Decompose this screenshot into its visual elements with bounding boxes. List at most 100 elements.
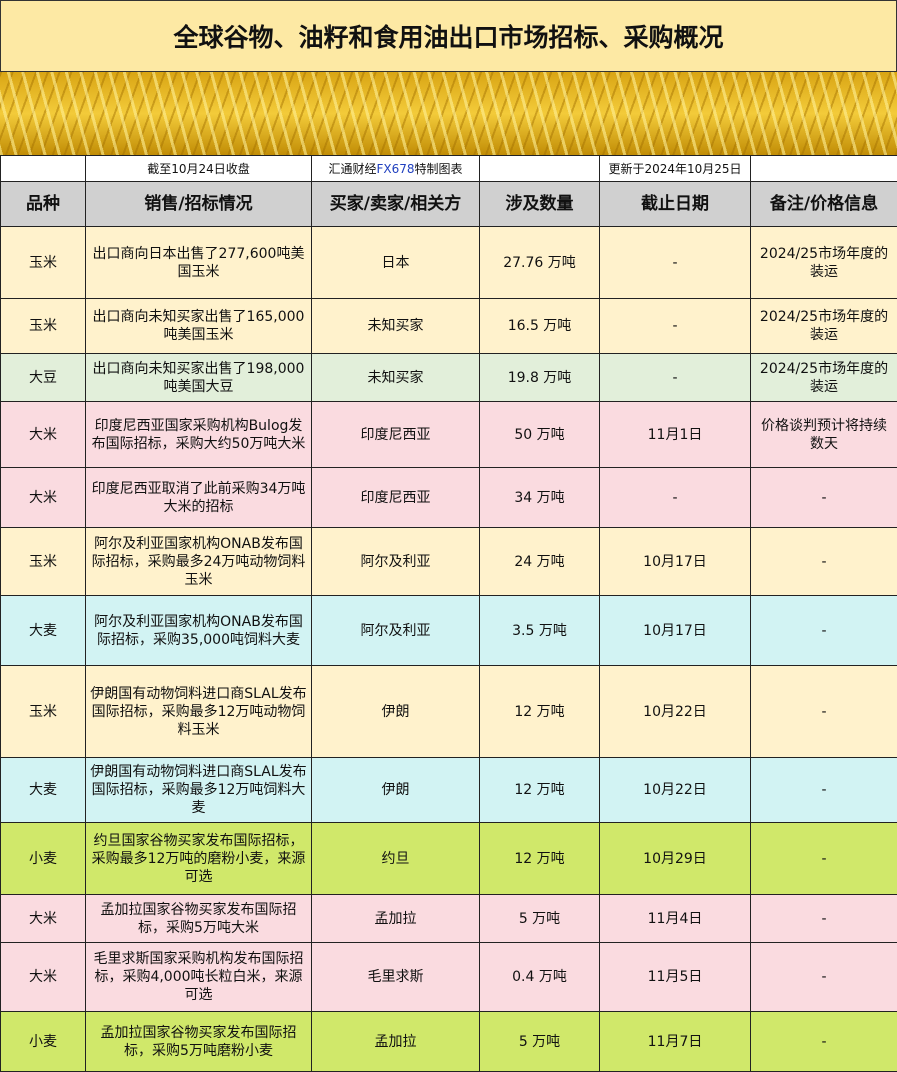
description-cell: 伊朗国有动物饲料进口商SLAL发布国际招标，采购最多12万吨动物饲料玉米: [86, 666, 312, 758]
deadline-cell: 10月17日: [600, 528, 751, 596]
commodity-cell: 玉米: [1, 528, 86, 596]
party-cell: 约旦: [312, 823, 480, 895]
header-cell: 销售/招标情况: [86, 182, 312, 227]
commodity-cell: 大麦: [1, 758, 86, 823]
deadline-cell: -: [600, 354, 751, 402]
table-row: 大米毛里求斯国家采购机构发布国际招标，采购4,000吨长粒白米，来源可选毛里求斯…: [1, 943, 897, 1012]
quantity-cell: 5 万吨: [480, 895, 600, 943]
remarks-cell: -: [751, 596, 897, 666]
header-cell: 截止日期: [600, 182, 751, 227]
remarks-cell: -: [751, 528, 897, 596]
remarks-cell: -: [751, 666, 897, 758]
source-note: 汇通财经FX678特制图表: [312, 156, 480, 182]
table-row: 大米印度尼西亚国家采购机构Bulog发布国际招标，采购大约50万吨大米印度尼西亚…: [1, 402, 897, 468]
source-post: 特制图表: [415, 162, 463, 176]
remarks-cell: 2024/25市场年度的装运: [751, 354, 897, 402]
party-cell: 未知买家: [312, 354, 480, 402]
description-cell: 印度尼西亚国家采购机构Bulog发布国际招标，采购大约50万吨大米: [86, 402, 312, 468]
commodity-cell: 玉米: [1, 666, 86, 758]
deadline-cell: -: [600, 299, 751, 354]
party-cell: 日本: [312, 227, 480, 299]
quantity-cell: 12 万吨: [480, 666, 600, 758]
meta-row: 截至10月24日收盘 汇通财经FX678特制图表 更新于2024年10月25日: [1, 156, 897, 182]
quantity-cell: 34 万吨: [480, 468, 600, 528]
commodity-cell: 小麦: [1, 823, 86, 895]
remarks-cell: -: [751, 895, 897, 943]
remarks-cell: -: [751, 1012, 897, 1072]
party-cell: 印度尼西亚: [312, 402, 480, 468]
description-cell: 印度尼西亚取消了此前采购34万吨大米的招标: [86, 468, 312, 528]
commodity-cell: 大米: [1, 943, 86, 1012]
commodity-cell: 大米: [1, 468, 86, 528]
remarks-cell: -: [751, 468, 897, 528]
quantity-cell: 24 万吨: [480, 528, 600, 596]
quantity-cell: 27.76 万吨: [480, 227, 600, 299]
table-row: 玉米阿尔及利亚国家机构ONAB发布国际招标，采购最多24万吨动物饲料玉米阿尔及利…: [1, 528, 897, 596]
deadline-cell: -: [600, 468, 751, 528]
party-cell: 伊朗: [312, 666, 480, 758]
table-row: 大麦阿尔及利亚国家机构ONAB发布国际招标，采购35,000吨饲料大麦阿尔及利亚…: [1, 596, 897, 666]
deadline-cell: 11月5日: [600, 943, 751, 1012]
party-cell: 印度尼西亚: [312, 468, 480, 528]
commodity-cell: 玉米: [1, 227, 86, 299]
party-cell: 未知买家: [312, 299, 480, 354]
deadline-cell: 10月22日: [600, 666, 751, 758]
quantity-cell: 50 万吨: [480, 402, 600, 468]
description-cell: 约旦国家谷物买家发布国际招标，采购最多12万吨的磨粉小麦，来源可选: [86, 823, 312, 895]
deadline-cell: -: [600, 227, 751, 299]
deadline-cell: 11月4日: [600, 895, 751, 943]
description-cell: 毛里求斯国家采购机构发布国际招标，采购4,000吨长粒白米，来源可选: [86, 943, 312, 1012]
quantity-cell: 19.8 万吨: [480, 354, 600, 402]
remarks-cell: -: [751, 943, 897, 1012]
commodity-cell: 大米: [1, 895, 86, 943]
header-cell: 品种: [1, 182, 86, 227]
remarks-cell: -: [751, 823, 897, 895]
party-cell: 伊朗: [312, 758, 480, 823]
quantity-cell: 12 万吨: [480, 758, 600, 823]
wheat-banner-image: [0, 72, 897, 155]
deadline-cell: 10月29日: [600, 823, 751, 895]
party-cell: 孟加拉: [312, 1012, 480, 1072]
remarks-cell: 2024/25市场年度的装运: [751, 299, 897, 354]
commodity-cell: 小麦: [1, 1012, 86, 1072]
header-row: 品种 销售/招标情况 买家/卖家/相关方 涉及数量 截止日期 备注/价格信息: [1, 182, 897, 227]
page-title: 全球谷物、油籽和食用油出口市场招标、采购概况: [0, 0, 897, 72]
header-cell: 备注/价格信息: [751, 182, 897, 227]
commodity-cell: 玉米: [1, 299, 86, 354]
remarks-cell: -: [751, 758, 897, 823]
header-cell: 涉及数量: [480, 182, 600, 227]
description-cell: 出口商向未知买家出售了165,000吨美国玉米: [86, 299, 312, 354]
party-cell: 阿尔及利亚: [312, 596, 480, 666]
remarks-cell: 价格谈判预计将持续数天: [751, 402, 897, 468]
description-cell: 出口商向未知买家出售了198,000吨美国大豆: [86, 354, 312, 402]
quantity-cell: 5 万吨: [480, 1012, 600, 1072]
description-cell: 孟加拉国家谷物买家发布国际招标，采购5万吨大米: [86, 895, 312, 943]
party-cell: 毛里求斯: [312, 943, 480, 1012]
quantity-cell: 0.4 万吨: [480, 943, 600, 1012]
close-note: 截至10月24日收盘: [86, 156, 312, 182]
description-cell: 出口商向日本出售了277,600吨美国玉米: [86, 227, 312, 299]
description-cell: 阿尔及利亚国家机构ONAB发布国际招标，采购35,000吨饲料大麦: [86, 596, 312, 666]
commodity-cell: 大麦: [1, 596, 86, 666]
deadline-cell: 11月7日: [600, 1012, 751, 1072]
header-cell: 买家/卖家/相关方: [312, 182, 480, 227]
source-fx: FX678: [376, 162, 414, 176]
table-row: 玉米伊朗国有动物饲料进口商SLAL发布国际招标，采购最多12万吨动物饲料玉米伊朗…: [1, 666, 897, 758]
deadline-cell: 10月22日: [600, 758, 751, 823]
quantity-cell: 3.5 万吨: [480, 596, 600, 666]
deadline-cell: 11月1日: [600, 402, 751, 468]
remarks-cell: 2024/25市场年度的装运: [751, 227, 897, 299]
description-cell: 阿尔及利亚国家机构ONAB发布国际招标，采购最多24万吨动物饲料玉米: [86, 528, 312, 596]
description-cell: 孟加拉国家谷物买家发布国际招标，采购5万吨磨粉小麦: [86, 1012, 312, 1072]
commodity-cell: 大米: [1, 402, 86, 468]
description-cell: 伊朗国有动物饲料进口商SLAL发布国际招标，采购最多12万吨饲料大麦: [86, 758, 312, 823]
updated-note: 更新于2024年10月25日: [600, 156, 751, 182]
source-pre: 汇通财经: [328, 162, 376, 176]
quantity-cell: 16.5 万吨: [480, 299, 600, 354]
